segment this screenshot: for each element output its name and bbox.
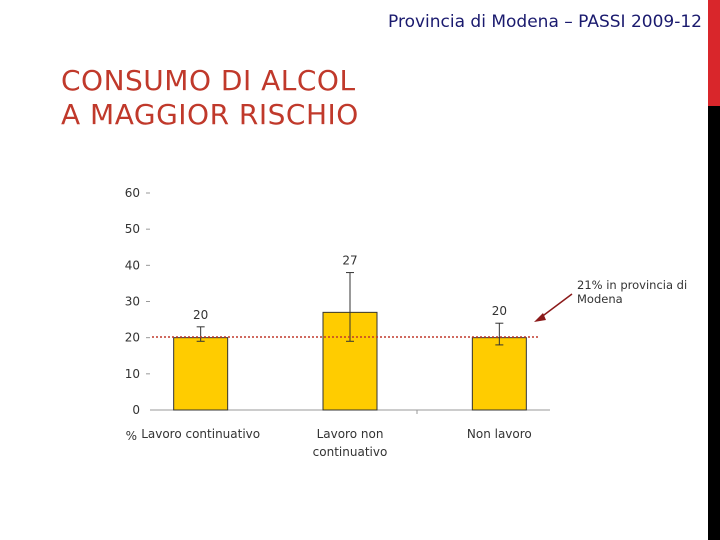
data-label: 20 [193,308,208,322]
slide-title-line1: CONSUMO DI ALCOL [61,64,356,97]
annotation-label: 21% in provincia di Modena [577,278,688,306]
category-label: continuativo [313,445,388,459]
slide-title-line2: A MAGGIOR RISCHIO [61,98,359,131]
annotation-arrowhead [534,313,546,322]
y-tick-label: 40 [125,258,140,272]
data-label: 27 [342,254,357,268]
category-label: Lavoro non [317,427,384,441]
right-decor-accent [708,0,720,106]
y-tick-label: 60 [125,186,140,200]
y-tick-label: 0 [132,403,140,417]
category-label: Non lavoro [467,427,532,441]
bar [471,337,527,411]
y-tick-label: 20 [125,331,140,345]
y-tick-label: 30 [125,295,140,309]
y-axis-label: % [126,429,137,443]
category-label: Lavoro continuativo [141,427,260,441]
y-tick-label: 50 [125,222,140,236]
data-label: 20 [492,304,507,318]
bar [173,337,229,411]
header-title: Provincia di Modena – PASSI 2009-12 [388,12,702,32]
slide-title: CONSUMO DI ALCOL A MAGGIOR RISCHIO [61,64,359,132]
y-tick-label: 10 [125,367,140,381]
right-decor-bar [708,0,720,540]
annotation-arrow [539,293,573,319]
